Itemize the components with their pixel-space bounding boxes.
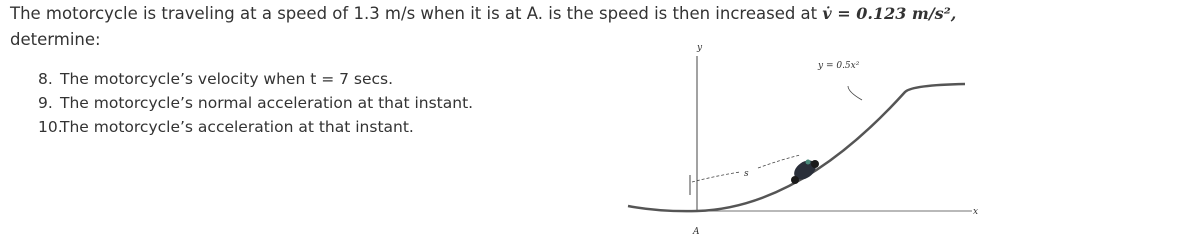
- question-number: 9.: [38, 94, 53, 112]
- question-number: 8.: [38, 70, 53, 88]
- question-text: The motorcycle’s normal acceleration at …: [60, 94, 474, 112]
- path-label: s: [744, 169, 749, 179]
- question-number: 10.: [38, 118, 63, 136]
- question-text: The motorcycle’s acceleration at that in…: [60, 118, 414, 136]
- track: [627, 82, 966, 213]
- problem-line: The motorcycle is traveling at a speed o…: [10, 4, 956, 23]
- prompt: determine:: [10, 30, 101, 49]
- intro: The motorcycle is traveling at a speed o…: [10, 4, 818, 23]
- arc-length: [757, 154, 801, 169]
- arc-length: [691, 171, 741, 183]
- question: 9. The motorcycle’s normal acceleration a…: [38, 94, 473, 112]
- motorcycle: [791, 159, 819, 184]
- question-text: The motorcycle’s velocity when t = 7 sec…: [60, 70, 394, 88]
- point-label: A: [692, 227, 700, 237]
- leader: [847, 85, 863, 101]
- curve-label: y = 0.5x²: [817, 61, 860, 71]
- question: 8. The motorcycle’s velocity when t = 7 s…: [38, 70, 393, 88]
- x-axis-label: x: [973, 207, 978, 217]
- formula: v̇ = 0.123 m/s²,: [822, 4, 957, 23]
- question: 10.The motorcycle’s acceleration at that…: [38, 118, 414, 136]
- y-axis-label: y: [696, 43, 703, 53]
